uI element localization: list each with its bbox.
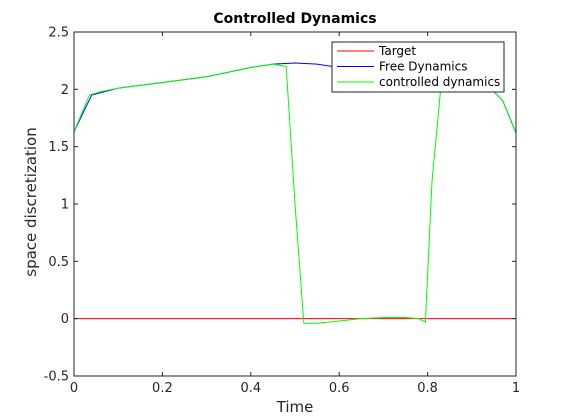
x-tick-label: 0.8 <box>417 381 438 396</box>
x-tick-label: 0 <box>70 381 78 396</box>
legend-label: Free Dynamics <box>379 60 467 74</box>
x-tick-label: 0.2 <box>152 381 173 396</box>
y-tick-label: 0.5 <box>48 255 69 270</box>
y-axis-label: space discretization <box>22 127 40 276</box>
y-axis: -0.5 0 0.5 1 1.5 2 2.5 <box>44 26 516 385</box>
x-tick-label: 0.4 <box>240 381 261 396</box>
chart-title: Controlled Dynamics <box>213 11 376 27</box>
y-tick-label: 2.5 <box>48 26 69 41</box>
x-tick-label: 1 <box>512 381 520 396</box>
legend-label: Target <box>378 44 416 58</box>
x-axis-label: Time <box>276 398 314 416</box>
y-tick-label: -0.5 <box>44 370 69 385</box>
y-tick-label: 2 <box>61 83 69 98</box>
y-tick-label: 1.5 <box>48 140 69 155</box>
x-axis: 0 0.2 0.4 0.6 0.8 1 <box>70 32 520 396</box>
x-tick-label: 0.6 <box>329 381 350 396</box>
y-tick-label: 0 <box>61 312 69 327</box>
y-tick-label: 1 <box>61 198 69 213</box>
legend-label: controlled dynamics <box>379 75 500 89</box>
